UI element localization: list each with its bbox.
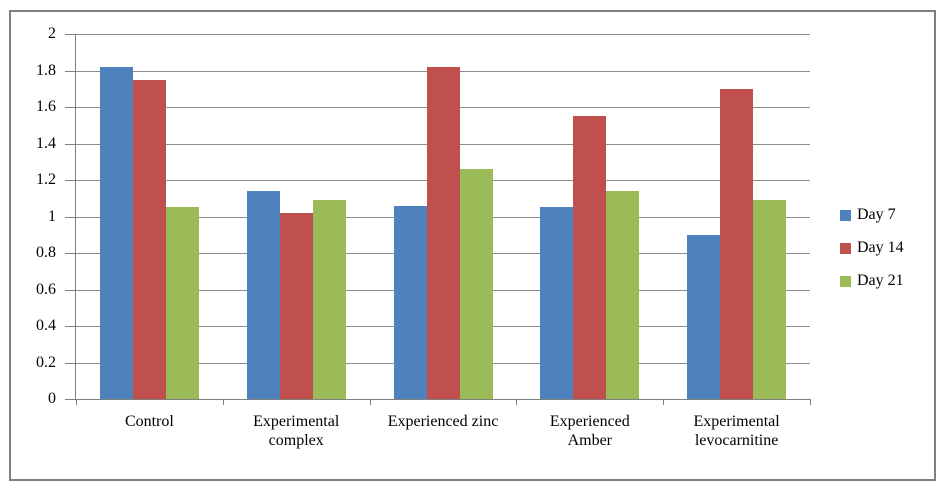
x-category-label: Control (124, 413, 174, 430)
legend-item: Day 7 (840, 204, 904, 226)
legend-item: Day 14 (840, 237, 904, 259)
bar-day-7-experienced-zinc (393, 205, 427, 399)
y-tick-label: 2 (48, 25, 56, 42)
plot-area (76, 34, 810, 399)
y-axis-tick (65, 253, 76, 254)
bar-day-14-experimental-levocarnitine (720, 88, 754, 399)
x-axis-tick (516, 399, 518, 405)
y-axis-tick (65, 326, 76, 327)
y-tick-label: 1.4 (36, 134, 56, 152)
y-axis-tick (65, 34, 76, 35)
y-axis-tick (65, 399, 76, 400)
legend-swatch-day-7-icon (840, 209, 851, 221)
y-axis-tick (65, 107, 76, 108)
x-category-label: Experimental complex (253, 413, 340, 449)
x-category-label: Experienced zinc (387, 413, 499, 430)
bar-day-14-experienced-amber (573, 116, 607, 399)
y-tick-label: 1 (48, 207, 56, 225)
y-tick-label: 1.6 (36, 98, 56, 115)
x-axis-line (75, 399, 810, 400)
y-tick-label: 0 (48, 390, 56, 407)
y-tick-label: 0.6 (36, 280, 56, 298)
y-axis-tick (65, 180, 76, 181)
bar-day-21-experienced-amber (606, 190, 640, 399)
bar-day-14-experimental-complex (279, 212, 313, 399)
bar-day-21-experimental-complex (312, 200, 346, 399)
legend-label: Day 21 (857, 272, 904, 289)
y-tick-label: 0.2 (36, 353, 56, 371)
x-axis-tick (369, 399, 371, 405)
legend-swatch-day-21-icon (840, 275, 851, 287)
bar-day-14-experienced-zinc (426, 66, 460, 399)
legend-label: Day 7 (857, 206, 896, 223)
bar-day-7-control (100, 66, 133, 399)
legend-swatch-day-14-icon (840, 242, 851, 254)
x-axis-tick (222, 399, 224, 405)
bar-day-14-control (133, 79, 166, 399)
y-axis-tick (65, 216, 76, 218)
y-axis-tick (65, 362, 76, 364)
y-tick-label: 0.8 (36, 244, 56, 261)
y-tick-label: 1.2 (36, 171, 56, 188)
chart-frame-border (9, 10, 936, 481)
y-axis-tick (65, 143, 76, 145)
legend: Day 7 Day 14 Day 21 (840, 204, 904, 303)
bar-day-7-experimental-levocarnitine (687, 234, 721, 399)
gridline (76, 34, 810, 35)
bar-day-21-control (166, 207, 199, 399)
y-axis-tick (65, 70, 76, 72)
legend-label: Day 14 (857, 239, 904, 256)
bar-day-21-experienced-zinc (459, 169, 493, 399)
y-axis-line (75, 34, 76, 400)
x-category-label: Experimental levocarnitine (693, 413, 780, 449)
x-axis-tick (810, 399, 811, 405)
y-tick-label: 0.4 (36, 317, 56, 334)
bar-day-7-experienced-amber (540, 207, 574, 399)
bar-day-21-experimental-levocarnitine (753, 200, 787, 399)
y-tick-label: 1.8 (36, 61, 56, 79)
bar-day-7-experimental-complex (246, 190, 280, 399)
x-category-label: Experienced Amber (549, 413, 630, 449)
x-axis-tick (663, 399, 665, 405)
y-axis-tick (65, 289, 76, 291)
x-axis-tick (76, 399, 77, 405)
legend-item: Day 21 (840, 270, 904, 292)
